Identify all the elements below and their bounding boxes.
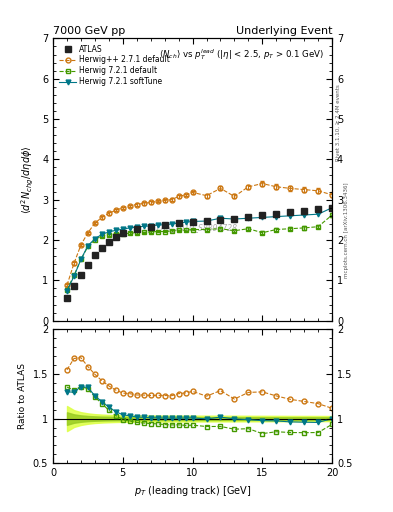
Y-axis label: Ratio to ATLAS: Ratio to ATLAS xyxy=(18,363,27,429)
Text: mcplots.cern.ch [arXiv:1306.3436]: mcplots.cern.ch [arXiv:1306.3436] xyxy=(344,183,349,278)
X-axis label: $p_T$ (leading track) [GeV]: $p_T$ (leading track) [GeV] xyxy=(134,484,251,498)
Text: Underlying Event: Underlying Event xyxy=(235,26,332,36)
Y-axis label: $\langle d^2 N_{chg}/d\eta d\phi\rangle$: $\langle d^2 N_{chg}/d\eta d\phi\rangle$ xyxy=(20,145,37,214)
Legend: ATLAS, Herwig++ 2.7.1 default, Herwig 7.2.1 default, Herwig 7.2.1 softTune: ATLAS, Herwig++ 2.7.1 default, Herwig 7.… xyxy=(57,42,172,89)
Text: Rivet 3.1.10, ≥ 2.4M events: Rivet 3.1.10, ≥ 2.4M events xyxy=(336,84,341,161)
Text: ATLAS_2010_S8894728: ATLAS_2010_S8894728 xyxy=(147,223,238,232)
Text: $\langle N_{ch}\rangle$ vs $p_T^{lead}$ ($|\eta|$ < 2.5, $p_T$ > 0.1 GeV): $\langle N_{ch}\rangle$ vs $p_T^{lead}$ … xyxy=(159,47,324,62)
Text: 7000 GeV pp: 7000 GeV pp xyxy=(53,26,125,36)
